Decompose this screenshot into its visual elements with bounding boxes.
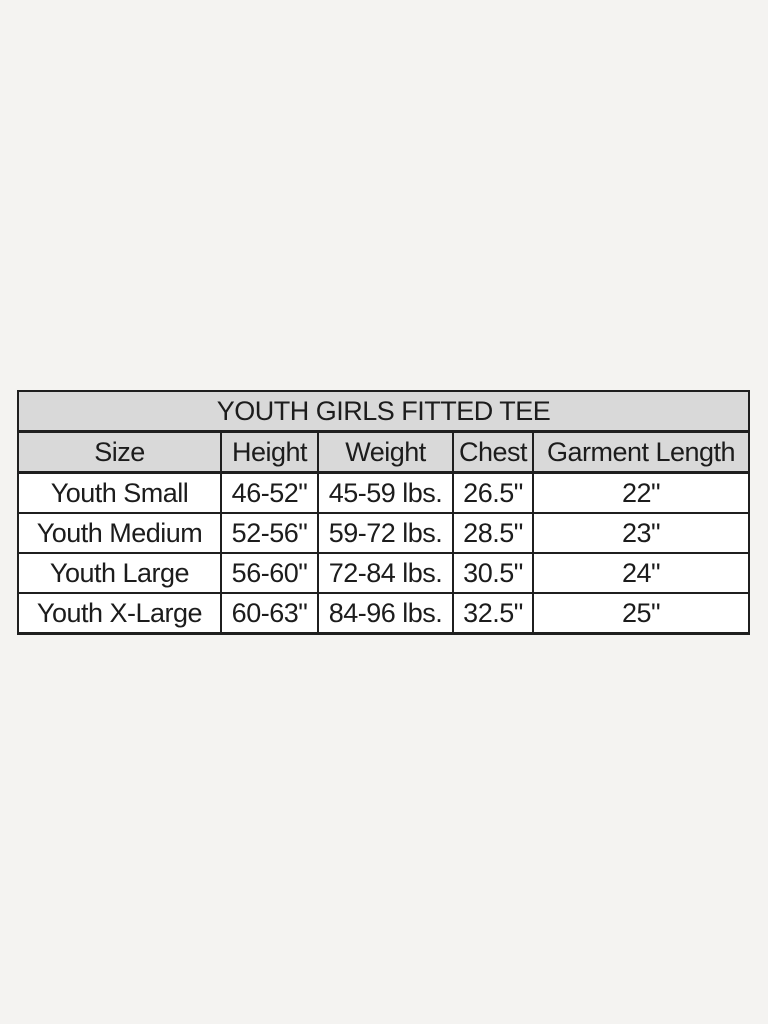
- table-row-youth-large: Youth Large 56-60" 72-84 lbs. 30.5" 24": [17, 552, 751, 594]
- cell-size: Youth X-Large: [17, 592, 222, 635]
- cell-chest: 26.5": [452, 471, 534, 514]
- cell-garment-length: 22": [531, 471, 751, 514]
- cell-chest: 32.5": [452, 592, 534, 635]
- size-chart-header-row: Size Height Weight Chest Garment Length: [17, 430, 751, 474]
- table-row-youth-x-large: Youth X-Large 60-63" 84-96 lbs. 32.5" 25…: [17, 592, 751, 635]
- cell-height: 52-56": [220, 512, 319, 554]
- column-header-weight: Weight: [317, 430, 454, 474]
- table-row-youth-small: Youth Small 46-52" 45-59 lbs. 26.5" 22": [17, 471, 751, 514]
- column-header-garment-length: Garment Length: [531, 430, 751, 474]
- column-header-height: Height: [220, 430, 319, 474]
- column-header-chest: Chest: [452, 430, 534, 474]
- cell-chest: 30.5": [452, 552, 534, 594]
- size-chart-table: YOUTH GIRLS FITTED TEE Size Height Weigh…: [16, 390, 751, 635]
- cell-weight: 45-59 lbs.: [317, 471, 454, 514]
- cell-size: Youth Small: [17, 471, 222, 514]
- cell-chest: 28.5": [452, 512, 534, 554]
- cell-height: 60-63": [220, 592, 319, 635]
- cell-height: 46-52": [220, 471, 319, 514]
- column-header-size: Size: [17, 430, 222, 474]
- cell-weight: 59-72 lbs.: [317, 512, 454, 554]
- cell-garment-length: 23": [531, 512, 751, 554]
- table-row-youth-medium: Youth Medium 52-56" 59-72 lbs. 28.5" 23": [17, 512, 751, 554]
- cell-weight: 72-84 lbs.: [317, 552, 454, 594]
- size-chart-title-row: YOUTH GIRLS FITTED TEE: [16, 390, 751, 433]
- cell-garment-length: 24": [531, 552, 751, 594]
- cell-weight: 84-96 lbs.: [317, 592, 454, 635]
- cell-size: Youth Large: [17, 552, 222, 594]
- cell-height: 56-60": [220, 552, 319, 594]
- cell-garment-length: 25": [531, 592, 751, 635]
- cell-size: Youth Medium: [17, 512, 222, 554]
- size-chart-title: YOUTH GIRLS FITTED TEE: [16, 390, 751, 433]
